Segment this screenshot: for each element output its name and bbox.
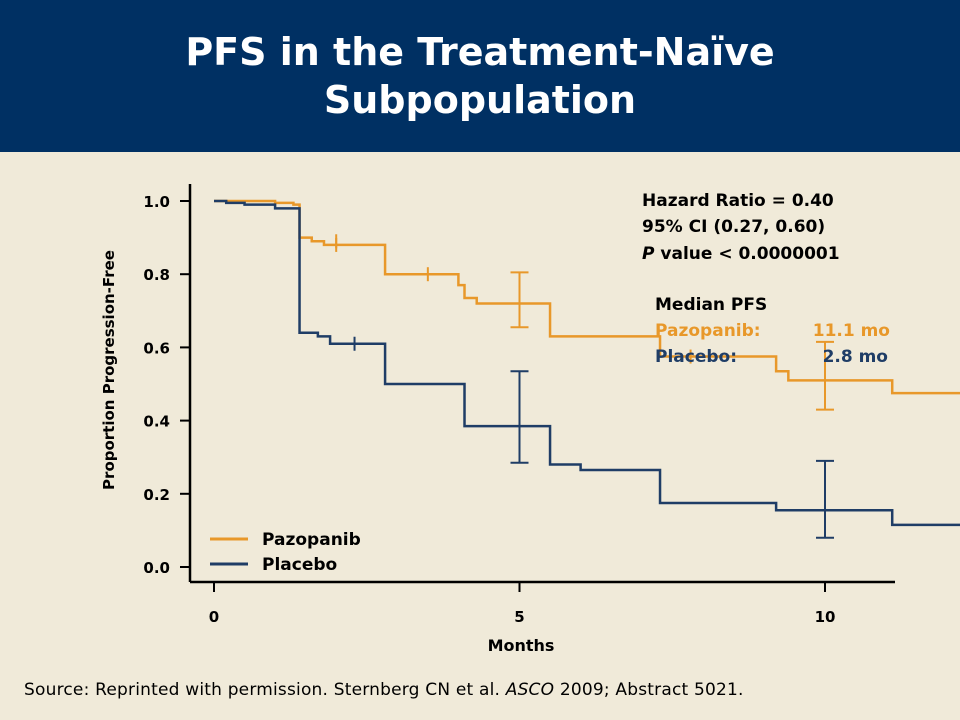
- p-italic: P: [642, 244, 655, 264]
- x-axis-label: Months: [488, 636, 555, 655]
- y-tick-label: 1.0: [143, 193, 170, 211]
- y-tick-label: 0.2: [143, 486, 170, 504]
- series-pazopanib: [214, 199, 960, 411]
- p-rest: value < 0.0000001: [654, 244, 839, 264]
- series-placebo: [214, 199, 960, 539]
- x-tick-label: 0: [209, 608, 219, 626]
- survival-curve-pazopanib: [214, 199, 960, 395]
- legend-label-pazopanib: Pazopanib: [262, 530, 361, 550]
- title-line-1: PFS in the Treatment-Naïve: [185, 30, 775, 74]
- x-tick-label: 10: [815, 608, 836, 626]
- stats-box: Hazard Ratio = 0.40 95% CI (0.27, 0.60) …: [642, 191, 890, 367]
- y-tick-label: 0.0: [143, 559, 170, 577]
- confidence-interval: 95% CI (0.27, 0.60): [642, 217, 825, 237]
- p-value: P value < 0.0000001: [642, 244, 840, 264]
- median-title: Median PFS: [655, 295, 767, 315]
- title-line-2: Subpopulation: [323, 78, 637, 122]
- km-chart: 0.00.20.40.60.81.0 05101520 Proportion P…: [100, 184, 960, 655]
- median-pazopanib-label: Pazopanib:: [655, 321, 761, 341]
- source-suffix: 2009; Abstract 5021.: [554, 680, 744, 700]
- source-italic: ASCO: [505, 680, 555, 700]
- y-ticks: 0.0 0.2 0.4 0.6 0.8 1.0: [143, 193, 190, 577]
- slide-title: PFS in the Treatment-Naïve Subpopulation: [100, 28, 860, 124]
- y-tick-label: 0.8: [143, 266, 170, 284]
- median-placebo-label: Placebo:: [655, 347, 737, 367]
- series-layer: [214, 199, 960, 539]
- survival-curve-placebo: [214, 199, 960, 527]
- legend: Pazopanib Placebo: [210, 530, 361, 575]
- hazard-ratio: Hazard Ratio = 0.40: [642, 191, 834, 211]
- x-ticks: 05101520: [209, 582, 836, 626]
- y-tick-label: 0.6: [143, 339, 170, 357]
- y-tick-label: 0.4: [143, 413, 170, 431]
- source-prefix: Source: Reprinted with permission. Stern…: [24, 680, 506, 700]
- source-citation: Source: Reprinted with permission. Stern…: [24, 680, 744, 700]
- x-tick-label: 5: [514, 608, 524, 626]
- y-axis-label: Proportion Progression-Free: [100, 250, 118, 490]
- median-placebo-value: 2.8 mo: [823, 347, 888, 367]
- chart-axes: [188, 184, 895, 584]
- median-pazopanib-value: 11.1 mo: [813, 321, 890, 341]
- legend-label-placebo: Placebo: [262, 555, 337, 575]
- title-bar: PFS in the Treatment-Naïve Subpopulation: [0, 0, 960, 152]
